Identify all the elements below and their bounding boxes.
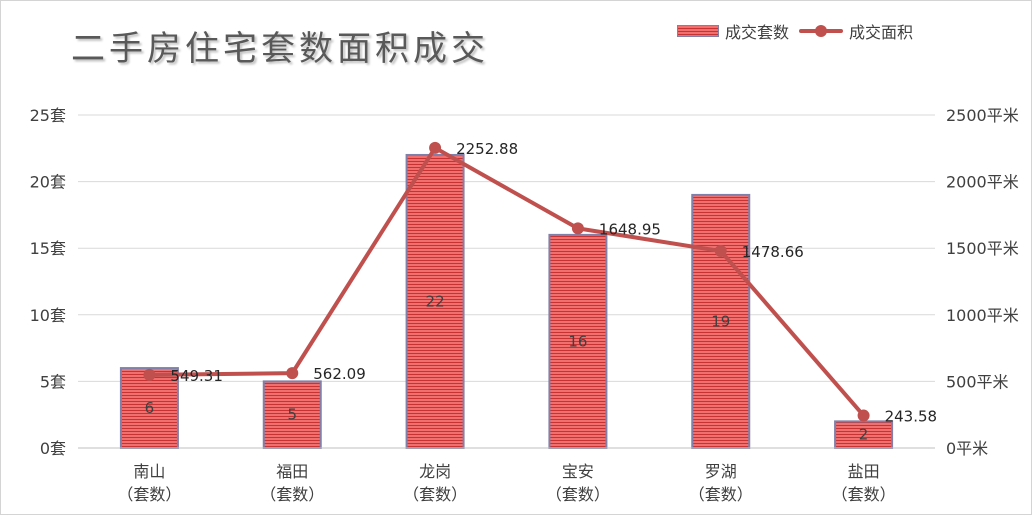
right-tick-label: 500平米 (946, 372, 1009, 391)
bar-value-label: 2 (859, 426, 869, 444)
line-point (857, 409, 870, 422)
line-value-label: 1478.66 (742, 243, 804, 261)
line-value-label: 562.09 (313, 365, 366, 383)
line-point (143, 368, 156, 381)
category-label: 宝安 （套数） (546, 462, 610, 504)
bar-value-label: 22 (426, 292, 445, 310)
bar-value-label: 5 (287, 406, 297, 424)
bar-value-label: 19 (711, 312, 730, 330)
line-value-label: 243.58 (885, 408, 938, 426)
category-label: 南山 （套数） (117, 462, 181, 504)
right-tick-label: 2500平米 (946, 106, 1019, 125)
left-tick-label: 5套 (40, 372, 66, 391)
category-label-line: （套数） (546, 485, 610, 504)
line-point (571, 222, 584, 235)
bar (119, 367, 179, 449)
legend: 成交套数 成交面积 (677, 19, 923, 43)
category-label-line: （套数） (260, 485, 324, 504)
legend-bar-swatch (677, 25, 719, 37)
legend-item-bar: 成交套数 (677, 19, 789, 43)
category-label-line: 福田 (276, 462, 308, 481)
category-label-line: （套数） (832, 485, 896, 504)
line-point (429, 141, 442, 154)
line-point (286, 367, 299, 380)
category-label-line: 罗湖 (705, 462, 737, 481)
bar-value-label: 16 (568, 332, 587, 350)
left-tick-label: 20套 (30, 173, 66, 192)
category-label: 罗湖 （套数） (689, 462, 753, 504)
line-value-label: 549.31 (170, 367, 223, 385)
area-line (149, 145, 866, 417)
right-tick-label: 1000平米 (946, 306, 1019, 325)
line-point (714, 245, 727, 258)
bar-value-label: 6 (145, 399, 155, 417)
legend-line-swatch (799, 25, 844, 37)
legend-item-line: 成交面积 (799, 19, 913, 43)
category-label-line: 龙岗 (419, 462, 451, 481)
left-tick-label: 25套 (30, 106, 66, 125)
right-tick-label: 1500平米 (946, 239, 1019, 258)
left-tick-label: 10套 (30, 306, 66, 325)
right-tick-label: 2000平米 (946, 173, 1019, 192)
category-label-line: 南山 (133, 462, 165, 481)
left-tick-label: 0套 (40, 439, 66, 458)
category-label-line: 宝安 (562, 462, 594, 481)
category-label: 盐田 （套数） (832, 462, 896, 504)
bar (691, 193, 751, 449)
left-tick-label: 15套 (30, 239, 66, 258)
right-tick-label: 0平米 (946, 439, 988, 458)
category-label-line: 盐田 (848, 462, 880, 481)
category-label: 福田 （套数） (260, 462, 324, 504)
legend-label-line: 成交面积 (849, 23, 914, 42)
chart-title: 二手房住宅套数面积成交 (71, 29, 489, 69)
category-label-line: （套数） (117, 485, 181, 504)
line-value-label: 1648.95 (599, 220, 661, 238)
legend-label-bar: 成交套数 (725, 23, 790, 42)
category-label-line: （套数） (403, 485, 467, 504)
bar (405, 153, 465, 450)
line-value-label: 2252.88 (456, 140, 518, 158)
category-label-line: （套数） (689, 485, 753, 504)
category-label: 龙岗 （套数） (403, 462, 467, 504)
